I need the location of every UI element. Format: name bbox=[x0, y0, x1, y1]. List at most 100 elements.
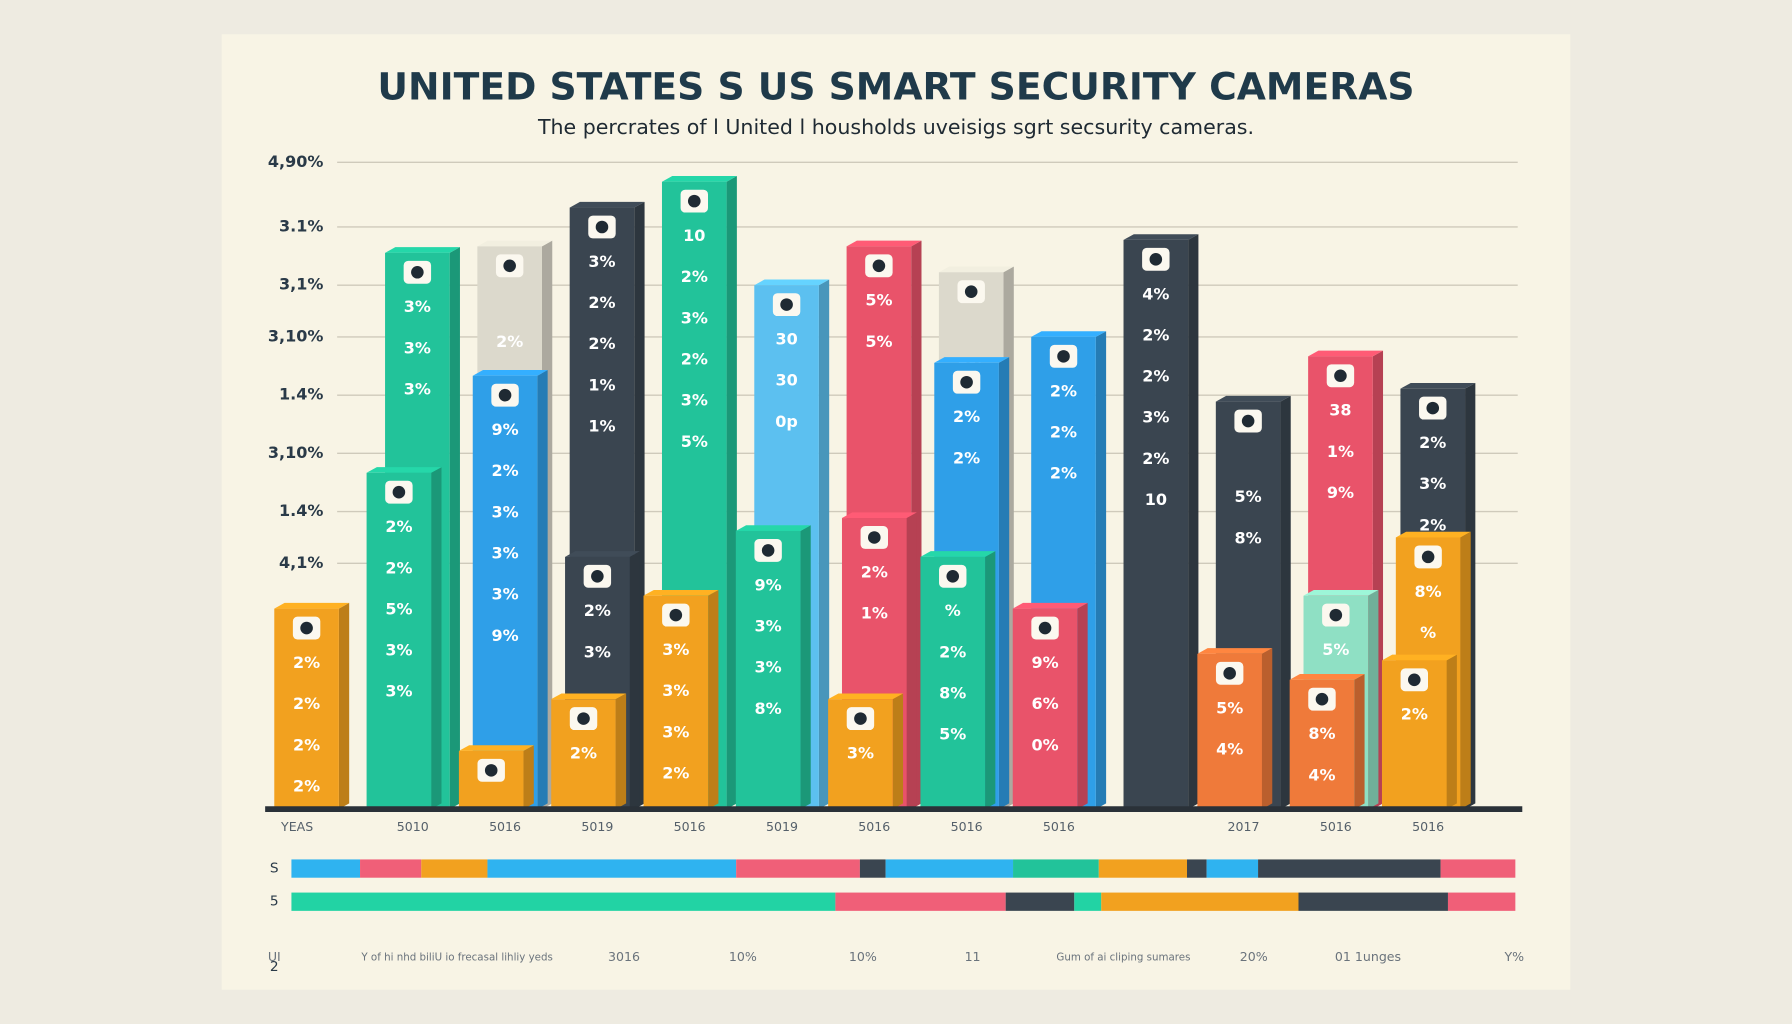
strip-segment bbox=[1258, 859, 1441, 878]
bar-text: 5% bbox=[681, 432, 708, 451]
bar-side bbox=[906, 512, 917, 810]
y-tick-label: 4,90% bbox=[268, 152, 324, 171]
bar-text: 3% bbox=[662, 640, 689, 659]
camera-lens bbox=[964, 285, 978, 298]
camera-lens bbox=[1421, 550, 1435, 564]
bar-text: 2% bbox=[1050, 381, 1077, 400]
bar-text: 3% bbox=[491, 585, 518, 604]
strip-label: S bbox=[270, 861, 279, 877]
bar-top bbox=[551, 693, 627, 700]
bar-text: 4% bbox=[1142, 284, 1169, 303]
bar-text: 2% bbox=[1419, 515, 1446, 534]
camera-lens bbox=[946, 570, 960, 583]
bar-text: 3% bbox=[404, 297, 431, 316]
bar-text: 4% bbox=[1216, 739, 1243, 758]
bar-text: 9% bbox=[755, 575, 782, 594]
bar-text: 2% bbox=[861, 562, 888, 581]
camera-lens bbox=[868, 531, 881, 544]
bar bbox=[920, 556, 986, 810]
chart-subtitle: The percrates of l United l housholds uv… bbox=[537, 115, 1254, 139]
footer-text: Y% bbox=[1503, 949, 1524, 964]
bar-text: 3% bbox=[1142, 408, 1169, 427]
bar-text: 2% bbox=[385, 558, 412, 577]
bar-text: 5% bbox=[1235, 487, 1262, 506]
bar-text: 3% bbox=[385, 641, 412, 660]
bar-text: 10 bbox=[683, 226, 705, 245]
bar-top bbox=[458, 745, 534, 751]
camera-lens bbox=[591, 570, 604, 583]
bar-text: 3% bbox=[662, 681, 689, 700]
bar-top bbox=[385, 247, 460, 253]
y-tick-label: 3,10% bbox=[268, 443, 324, 462]
camera-lens bbox=[1223, 667, 1236, 680]
bar-text: 9% bbox=[491, 420, 518, 439]
bar-side bbox=[892, 693, 904, 810]
x-tick-label: 5019 bbox=[766, 819, 798, 834]
strip-segment bbox=[360, 859, 422, 878]
strip-segment bbox=[1101, 892, 1299, 911]
strip-segment bbox=[1187, 859, 1207, 878]
bar-text: 2% bbox=[953, 407, 980, 426]
bar-top bbox=[477, 240, 553, 247]
bar-text: 9% bbox=[1327, 483, 1354, 502]
bar-side bbox=[431, 467, 442, 810]
bar-side bbox=[338, 602, 350, 810]
bar-text: 2% bbox=[953, 448, 980, 467]
bar-text: 2% bbox=[1142, 367, 1169, 386]
bar-text: 3% bbox=[1419, 474, 1446, 493]
bar-text: 9% bbox=[491, 626, 518, 645]
bar-top bbox=[1031, 331, 1107, 337]
bar-top bbox=[754, 279, 830, 286]
y-tick-label: 4,1% bbox=[279, 553, 323, 572]
bar-text: 2% bbox=[293, 653, 320, 672]
bar-text: 8% bbox=[1415, 582, 1442, 601]
footer-text: 10% bbox=[849, 949, 877, 964]
camera-lens bbox=[960, 375, 973, 389]
bar-text: 5% bbox=[865, 332, 892, 351]
x-tick-label: 5016 bbox=[674, 819, 706, 834]
strip-segment bbox=[291, 892, 836, 911]
x-tick-label: 5016 bbox=[858, 819, 890, 834]
bar bbox=[274, 608, 339, 810]
bar-top bbox=[1308, 350, 1384, 357]
x-tick-label: 5019 bbox=[581, 819, 613, 834]
bar-text: 2% bbox=[491, 461, 518, 480]
bar-text: 38 bbox=[1329, 401, 1351, 420]
bar-side bbox=[998, 357, 1010, 810]
camera-lens bbox=[577, 712, 590, 725]
bar-text: 1% bbox=[1327, 442, 1354, 461]
bar-text: 2% bbox=[939, 642, 966, 661]
bar-text: 3% bbox=[755, 616, 782, 635]
bar-top bbox=[934, 357, 1010, 363]
bar-text: 2% bbox=[293, 694, 320, 713]
strip-segment bbox=[1098, 859, 1188, 878]
x-tick-label: 5016 bbox=[1043, 819, 1075, 834]
bar-text: 3% bbox=[404, 338, 431, 357]
bar-text: 3% bbox=[584, 642, 611, 661]
bar-text: 2% bbox=[1050, 422, 1077, 441]
bar-side bbox=[1354, 674, 1365, 810]
camera-lens bbox=[669, 608, 683, 622]
bar-top bbox=[661, 175, 737, 182]
strip-segment bbox=[291, 859, 361, 878]
bar-text: 10 bbox=[1145, 490, 1167, 509]
strip-segment bbox=[1074, 892, 1102, 911]
strip-segment bbox=[859, 859, 886, 878]
bar-side bbox=[708, 589, 719, 810]
bar-side bbox=[1261, 648, 1273, 810]
x-axis-label: YEAS bbox=[280, 819, 313, 834]
strip-segment bbox=[736, 859, 860, 878]
bar-text: % bbox=[945, 601, 961, 620]
bar-top bbox=[1303, 589, 1379, 596]
bar-text: 3% bbox=[755, 658, 782, 677]
footer-text: Y of hi nhd biliU io frecasal lihliy yed… bbox=[360, 952, 552, 964]
camera-lens bbox=[1334, 369, 1347, 383]
footer-text: 11 bbox=[965, 949, 981, 964]
camera-lens bbox=[392, 485, 406, 499]
bar-text: 2% bbox=[1401, 705, 1428, 724]
bar-side bbox=[537, 370, 548, 810]
bar-text: 3% bbox=[491, 544, 518, 563]
bar bbox=[366, 472, 432, 810]
strip-segment bbox=[1013, 859, 1099, 878]
camera-lens bbox=[1057, 350, 1070, 363]
